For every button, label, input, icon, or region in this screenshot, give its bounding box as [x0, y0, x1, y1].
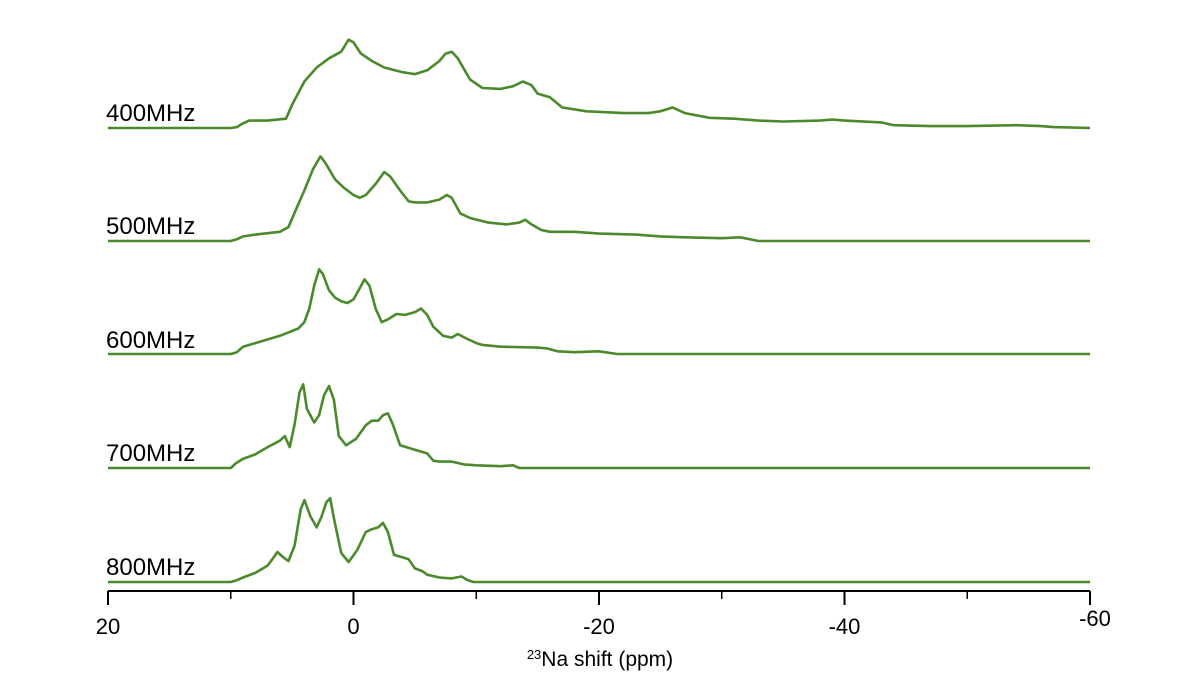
spectrum-line-800mhz [108, 497, 1090, 584]
spectrum-label-600mhz: 600MHz [106, 327, 195, 354]
x-axis-ticks: 20 0 -20 -40 -60 [96, 591, 1111, 639]
spectrum-label-700mhz: 700MHz [106, 440, 195, 467]
x-tick-label: -40 [829, 614, 861, 639]
x-axis-title-superscript: 23 [527, 647, 541, 662]
spectrum-line-400mhz [108, 38, 1091, 130]
x-tick-label: 0 [347, 614, 359, 639]
x-tick-label: 20 [96, 614, 120, 639]
x-tick-label: -20 [583, 614, 615, 639]
spectrum-label-400mhz: 400MHz [106, 100, 195, 127]
spectrum-label-500mhz: 500MHz [106, 213, 195, 240]
x-axis: 20 0 -20 -40 -60 23Na shift (ppm) [96, 590, 1111, 672]
spectrum-line-700mhz [108, 383, 1090, 470]
spectrum-line-500mhz [108, 155, 1090, 243]
x-axis-title-text: Na shift (ppm) [541, 648, 673, 671]
spectra-group: 400MHz 500MHz 600MHz 700MHz 800MHz [106, 38, 1091, 584]
spectrum-label-800mhz: 800MHz [106, 554, 195, 581]
spectrum-line-600mhz [108, 268, 1090, 356]
x-axis-title: 23Na shift (ppm) [527, 647, 673, 672]
x-tick-label: -60 [1079, 606, 1111, 631]
